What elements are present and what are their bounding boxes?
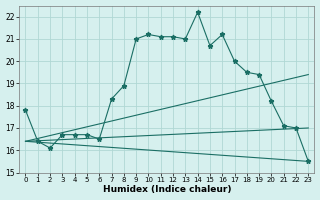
- X-axis label: Humidex (Indice chaleur): Humidex (Indice chaleur): [103, 185, 231, 194]
